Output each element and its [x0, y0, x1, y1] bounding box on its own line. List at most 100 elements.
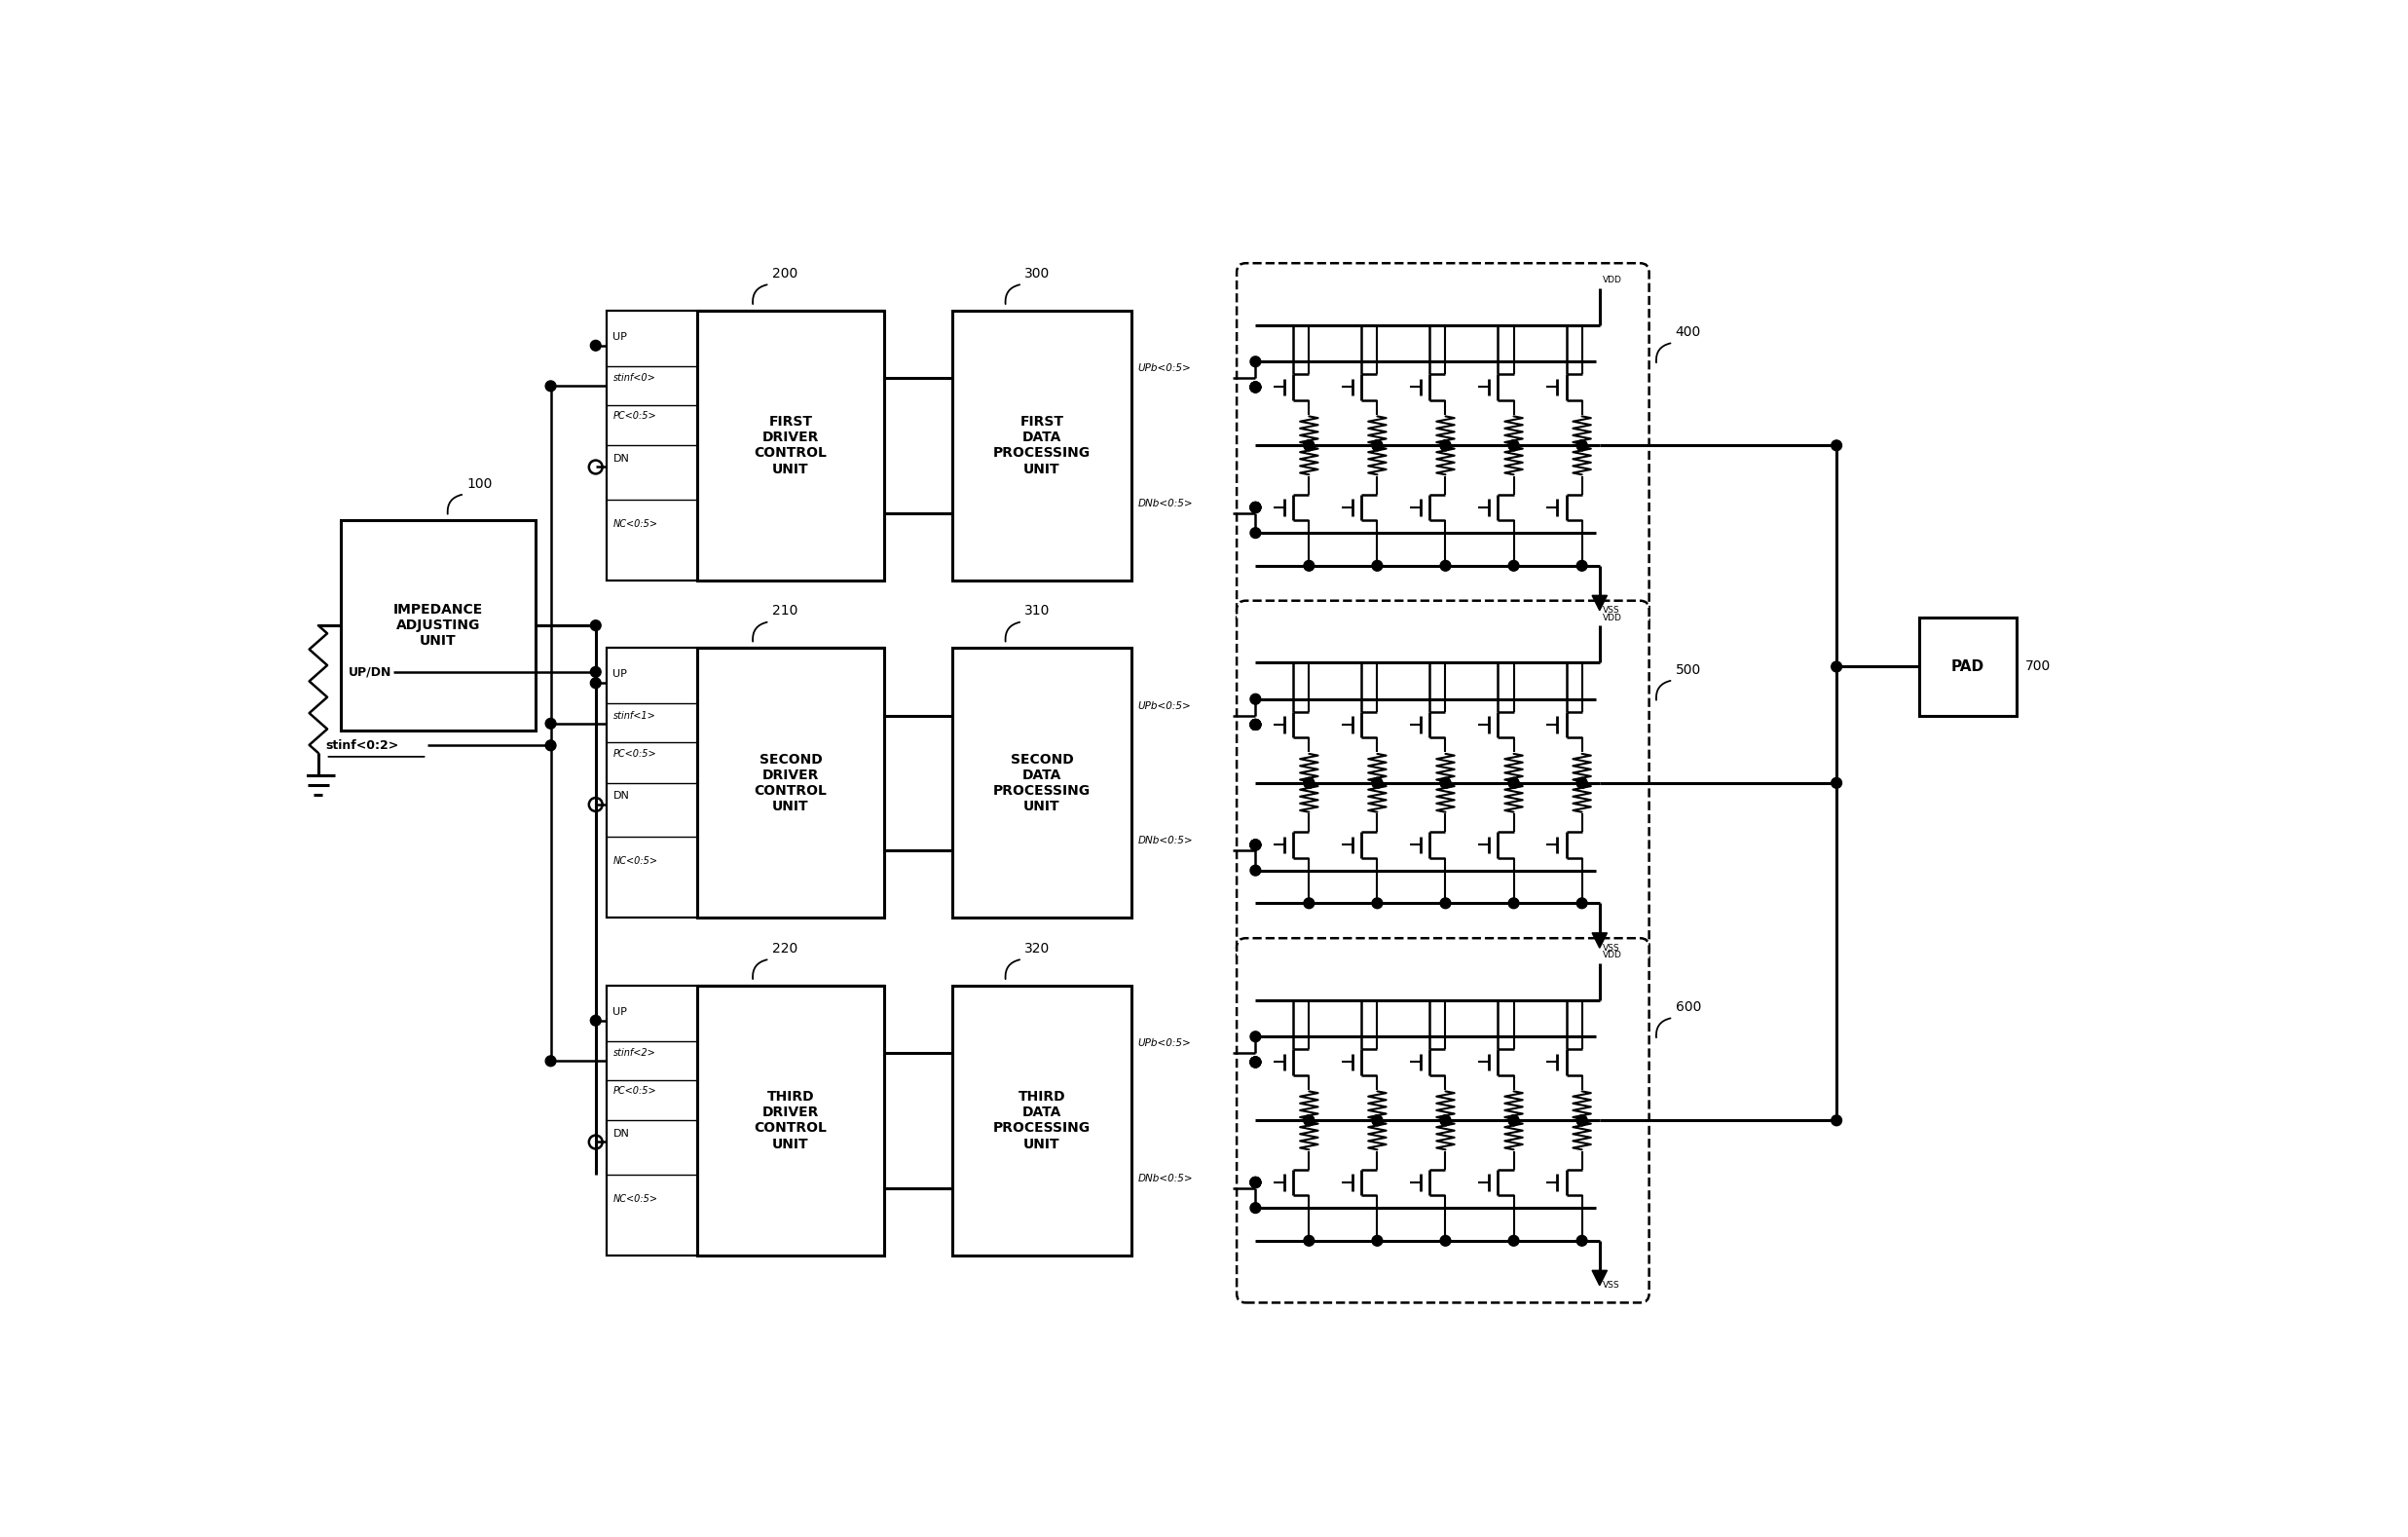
Text: 320: 320 [1023, 942, 1050, 956]
Text: UPb<0:5>: UPb<0:5> [1137, 1039, 1192, 1048]
Circle shape [1440, 778, 1450, 788]
Circle shape [1373, 440, 1382, 450]
Circle shape [1832, 440, 1842, 450]
Circle shape [1250, 381, 1262, 392]
Circle shape [1303, 561, 1315, 570]
Circle shape [1577, 440, 1587, 450]
Circle shape [1440, 778, 1450, 788]
Polygon shape [1592, 933, 1606, 948]
Circle shape [1250, 1177, 1262, 1188]
Circle shape [1250, 719, 1262, 730]
Bar [696, 310, 884, 581]
Text: 220: 220 [773, 942, 797, 956]
Circle shape [590, 340, 602, 350]
Circle shape [1577, 440, 1587, 450]
Text: THIRD
DATA
PROCESSING
UNIT: THIRD DATA PROCESSING UNIT [992, 1090, 1091, 1151]
Text: DNb<0:5>: DNb<0:5> [1137, 1174, 1192, 1183]
Text: DN: DN [614, 453, 628, 463]
Circle shape [1577, 778, 1587, 788]
Text: UPb<0:5>: UPb<0:5> [1137, 701, 1192, 712]
Text: 100: 100 [467, 476, 491, 490]
Circle shape [1250, 357, 1262, 367]
Circle shape [1250, 719, 1262, 730]
Circle shape [1440, 1116, 1450, 1125]
Text: SECOND
DATA
PROCESSING
UNIT: SECOND DATA PROCESSING UNIT [992, 753, 1091, 813]
Bar [696, 985, 884, 1256]
Circle shape [1507, 778, 1519, 788]
Bar [607, 985, 884, 1256]
Text: VDD: VDD [1604, 613, 1623, 622]
Text: 600: 600 [1676, 1001, 1700, 1014]
Circle shape [1250, 381, 1262, 392]
Circle shape [1440, 440, 1450, 450]
Text: 700: 700 [2025, 659, 2052, 673]
FancyBboxPatch shape [1238, 263, 1649, 627]
Circle shape [547, 718, 556, 729]
Circle shape [1250, 1057, 1262, 1067]
Text: DNb<0:5>: DNb<0:5> [1137, 498, 1192, 509]
Circle shape [1373, 778, 1382, 788]
Text: VSS: VSS [1604, 944, 1621, 953]
Circle shape [1507, 1116, 1519, 1125]
Circle shape [1250, 503, 1262, 513]
Text: stinf<0>: stinf<0> [614, 373, 655, 383]
Circle shape [590, 621, 602, 630]
Circle shape [1373, 898, 1382, 908]
Circle shape [1373, 561, 1382, 570]
Circle shape [1832, 1116, 1842, 1125]
Text: 210: 210 [773, 604, 797, 618]
Circle shape [1577, 778, 1587, 788]
Circle shape [1303, 778, 1315, 788]
Text: VSS: VSS [1604, 1282, 1621, 1290]
Circle shape [1250, 839, 1262, 850]
Circle shape [1250, 1177, 1262, 1188]
Text: UPb<0:5>: UPb<0:5> [1137, 364, 1192, 373]
Circle shape [1250, 1057, 1262, 1067]
Text: FIRST
DRIVER
CONTROL
UNIT: FIRST DRIVER CONTROL UNIT [754, 415, 826, 476]
Text: VSS: VSS [1604, 606, 1621, 615]
Circle shape [1250, 381, 1262, 392]
Bar [696, 649, 884, 918]
Text: 200: 200 [773, 267, 797, 280]
Bar [342, 521, 535, 730]
Circle shape [1577, 1116, 1587, 1125]
Circle shape [547, 741, 556, 750]
Circle shape [590, 667, 602, 678]
Circle shape [1250, 1057, 1262, 1067]
Circle shape [1250, 503, 1262, 513]
Text: stinf<0:2>: stinf<0:2> [325, 739, 400, 752]
FancyBboxPatch shape [1238, 601, 1649, 965]
Text: stinf<2>: stinf<2> [614, 1048, 655, 1057]
Text: FIRST
DATA
PROCESSING
UNIT: FIRST DATA PROCESSING UNIT [992, 415, 1091, 476]
Text: 400: 400 [1676, 326, 1700, 340]
Circle shape [1577, 898, 1587, 908]
Polygon shape [1592, 595, 1606, 610]
Text: PC<0:5>: PC<0:5> [614, 749, 657, 758]
Text: NC<0:5>: NC<0:5> [614, 520, 657, 529]
Circle shape [1373, 778, 1382, 788]
Circle shape [1507, 561, 1519, 570]
Text: NC<0:5>: NC<0:5> [614, 1194, 657, 1203]
Circle shape [1507, 898, 1519, 908]
Circle shape [1250, 503, 1262, 513]
Circle shape [590, 678, 602, 689]
Circle shape [1303, 440, 1315, 450]
Circle shape [1303, 1116, 1315, 1125]
Text: DN: DN [614, 792, 628, 801]
Circle shape [1440, 1236, 1450, 1247]
Bar [607, 649, 884, 918]
Bar [951, 985, 1132, 1256]
Circle shape [1832, 778, 1842, 788]
Text: 300: 300 [1023, 267, 1050, 280]
Circle shape [1303, 440, 1315, 450]
Text: SECOND
DRIVER
CONTROL
UNIT: SECOND DRIVER CONTROL UNIT [754, 753, 826, 813]
Circle shape [1303, 778, 1315, 788]
Circle shape [1250, 1057, 1262, 1067]
Text: THIRD
DRIVER
CONTROL
UNIT: THIRD DRIVER CONTROL UNIT [754, 1090, 826, 1151]
FancyBboxPatch shape [1238, 938, 1649, 1303]
Circle shape [1250, 719, 1262, 730]
Text: PAD: PAD [1950, 659, 1984, 675]
Text: PC<0:5>: PC<0:5> [614, 410, 657, 421]
Bar [1919, 618, 2015, 715]
Text: PC<0:5>: PC<0:5> [614, 1087, 657, 1096]
